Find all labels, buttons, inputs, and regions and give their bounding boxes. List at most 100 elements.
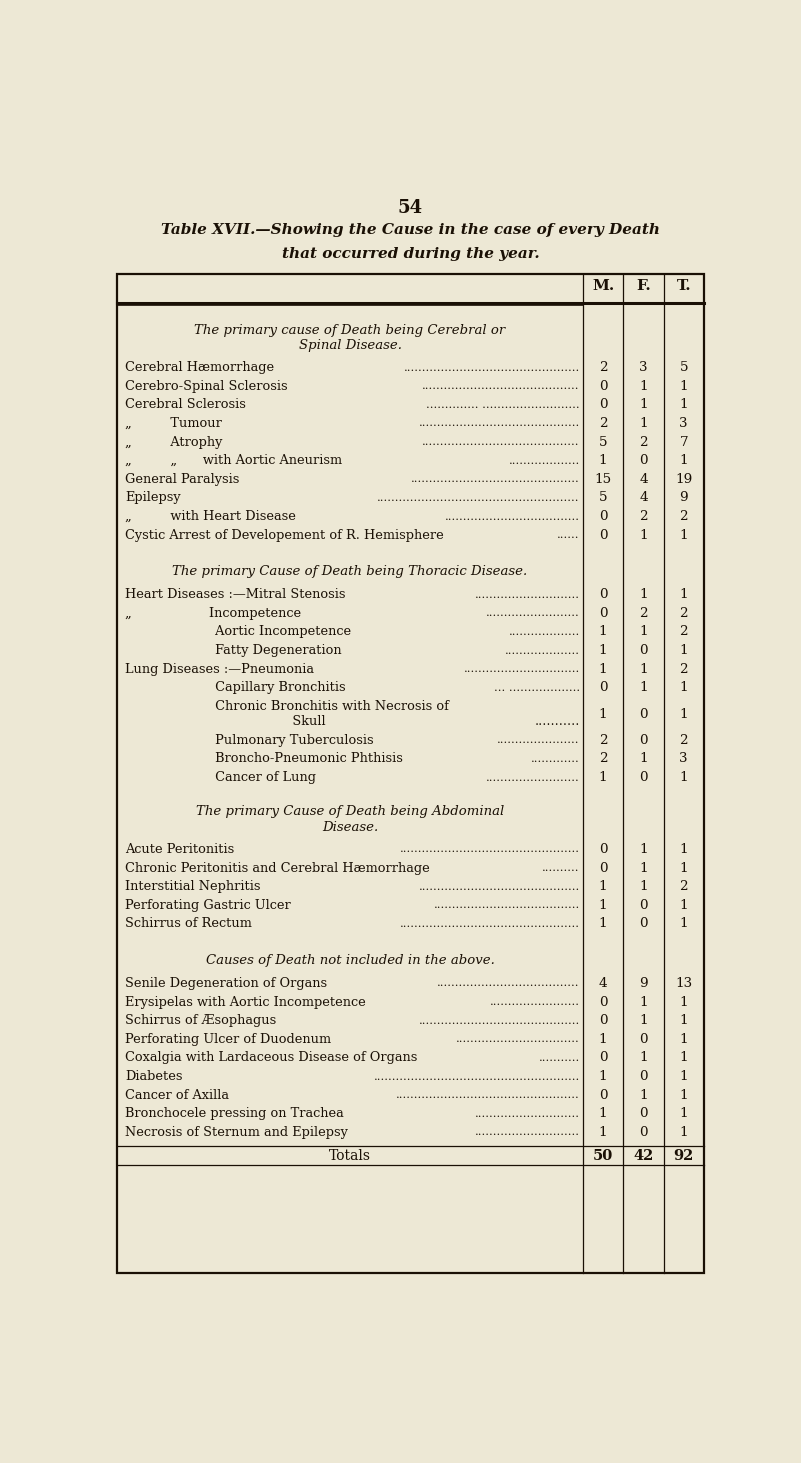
Text: Perforating Ulcer of Duodenum: Perforating Ulcer of Duodenum: [125, 1033, 331, 1046]
Text: 1: 1: [679, 528, 688, 541]
Text: The primary Cause of Death being Abdominal: The primary Cause of Death being Abdomin…: [196, 806, 504, 818]
Text: 1: 1: [639, 1088, 648, 1102]
Text: 0: 0: [599, 588, 607, 601]
Text: 1: 1: [639, 417, 648, 430]
Text: 0: 0: [639, 1127, 648, 1138]
Text: 0: 0: [599, 862, 607, 875]
Text: 9: 9: [679, 492, 688, 505]
Bar: [117, 274, 704, 1273]
Text: 1: 1: [679, 398, 688, 411]
Text: 1: 1: [679, 708, 688, 721]
Text: 1: 1: [599, 454, 607, 467]
Text: 1: 1: [639, 752, 648, 765]
Text: Acute Peritonitis: Acute Peritonitis: [125, 843, 234, 856]
Text: Cerebro-Spinal Sclerosis: Cerebro-Spinal Sclerosis: [125, 380, 288, 392]
Text: 0: 0: [639, 771, 648, 784]
Text: .............. ..........................: .............. .........................…: [426, 399, 580, 410]
Text: 1: 1: [639, 862, 648, 875]
Text: The primary cause of Death being Cerebral or: The primary cause of Death being Cerebra…: [195, 323, 505, 336]
Text: Cancer of Axilla: Cancer of Axilla: [125, 1088, 229, 1102]
Text: ....................: ....................: [505, 645, 580, 655]
Text: Fatty Degeneration: Fatty Degeneration: [125, 644, 341, 657]
Text: 0: 0: [599, 511, 607, 524]
Text: 1: 1: [639, 995, 648, 1008]
Text: Erysipelas with Aortic Incompetence: Erysipelas with Aortic Incompetence: [125, 995, 366, 1008]
Text: Heart Diseases :—Mitral Stenosis: Heart Diseases :—Mitral Stenosis: [125, 588, 345, 601]
Text: 2: 2: [639, 607, 648, 620]
Text: Epilepsy: Epilepsy: [125, 492, 180, 505]
Text: Pulmonary Tuberculosis: Pulmonary Tuberculosis: [125, 734, 373, 746]
Text: 1: 1: [599, 644, 607, 657]
Text: 3: 3: [679, 417, 688, 430]
Text: 19: 19: [675, 473, 692, 486]
Text: that occurred during the year.: that occurred during the year.: [282, 247, 539, 262]
Text: 1: 1: [679, 995, 688, 1008]
Text: 1: 1: [599, 626, 607, 638]
Text: 3: 3: [639, 361, 648, 375]
Text: Causes of Death not included in the above.: Causes of Death not included in the abov…: [206, 954, 494, 967]
Text: „   with Heart Disease: „ with Heart Disease: [125, 511, 296, 524]
Text: 1: 1: [679, 1069, 688, 1083]
Text: Spinal Disease.: Spinal Disease.: [299, 339, 401, 353]
Text: 1: 1: [679, 454, 688, 467]
Text: 2: 2: [679, 511, 688, 524]
Text: 42: 42: [634, 1148, 654, 1163]
Text: Coxalgia with Lardaceous Disease of Organs: Coxalgia with Lardaceous Disease of Orga…: [125, 1052, 417, 1065]
Text: 1: 1: [679, 1127, 688, 1138]
Text: 1: 1: [639, 588, 648, 601]
Text: ...................: ...................: [509, 455, 580, 465]
Text: 2: 2: [679, 663, 688, 676]
Text: 0: 0: [639, 1107, 648, 1121]
Text: Chronic Bronchitis with Necrosis of: Chronic Bronchitis with Necrosis of: [125, 699, 449, 712]
Text: 0: 0: [599, 398, 607, 411]
Text: 0: 0: [599, 607, 607, 620]
Text: Necrosis of Sternum and Epilepsy: Necrosis of Sternum and Epilepsy: [125, 1127, 348, 1138]
Text: ................................................: ........................................…: [400, 844, 580, 854]
Text: ..........: ..........: [542, 863, 580, 873]
Text: ..........................................: ........................................…: [422, 382, 580, 391]
Text: 1: 1: [599, 771, 607, 784]
Text: ......: ......: [557, 530, 580, 540]
Text: Bronchocele pressing on Trachea: Bronchocele pressing on Trachea: [125, 1107, 344, 1121]
Text: 1: 1: [639, 380, 648, 392]
Text: ...........................................: ........................................…: [419, 1015, 580, 1026]
Text: ...........: ...........: [534, 715, 580, 729]
Text: 1: 1: [599, 1127, 607, 1138]
Text: 2: 2: [679, 734, 688, 746]
Text: ...............................................: ........................................…: [404, 363, 580, 373]
Text: ...........................................: ........................................…: [419, 882, 580, 891]
Text: 2: 2: [599, 752, 607, 765]
Text: 1: 1: [639, 626, 648, 638]
Text: ....................................: ....................................: [445, 512, 580, 522]
Text: 0: 0: [639, 898, 648, 911]
Text: Cerebral Sclerosis: Cerebral Sclerosis: [125, 398, 246, 411]
Text: 7: 7: [679, 436, 688, 449]
Text: 1: 1: [639, 1052, 648, 1065]
Text: Senile Degeneration of Organs: Senile Degeneration of Organs: [125, 977, 327, 990]
Text: 1: 1: [639, 528, 648, 541]
Text: 1: 1: [679, 843, 688, 856]
Text: 1: 1: [679, 1052, 688, 1065]
Text: 0: 0: [599, 995, 607, 1008]
Text: „   Tumour: „ Tumour: [125, 417, 222, 430]
Text: 1: 1: [639, 663, 648, 676]
Text: ............................: ............................: [475, 590, 580, 600]
Text: 0: 0: [639, 734, 648, 746]
Text: .........................: .........................: [486, 609, 580, 619]
Text: .............................................: ........................................…: [411, 474, 580, 484]
Text: 2: 2: [679, 881, 688, 892]
Text: Cerebral Hæmorrhage: Cerebral Hæmorrhage: [125, 361, 274, 375]
Text: ..........................................: ........................................…: [422, 437, 580, 448]
Text: 0: 0: [639, 917, 648, 930]
Text: 2: 2: [679, 626, 688, 638]
Text: 50: 50: [593, 1148, 614, 1163]
Text: 0: 0: [639, 1033, 648, 1046]
Text: 1: 1: [639, 1014, 648, 1027]
Text: 1: 1: [639, 398, 648, 411]
Text: ......................................................: ........................................…: [377, 493, 580, 503]
Text: 1: 1: [679, 380, 688, 392]
Text: ... ...................: ... ...................: [493, 683, 580, 693]
Text: .......................................................: ........................................…: [373, 1071, 580, 1081]
Text: 1: 1: [599, 917, 607, 930]
Text: 0: 0: [639, 644, 648, 657]
